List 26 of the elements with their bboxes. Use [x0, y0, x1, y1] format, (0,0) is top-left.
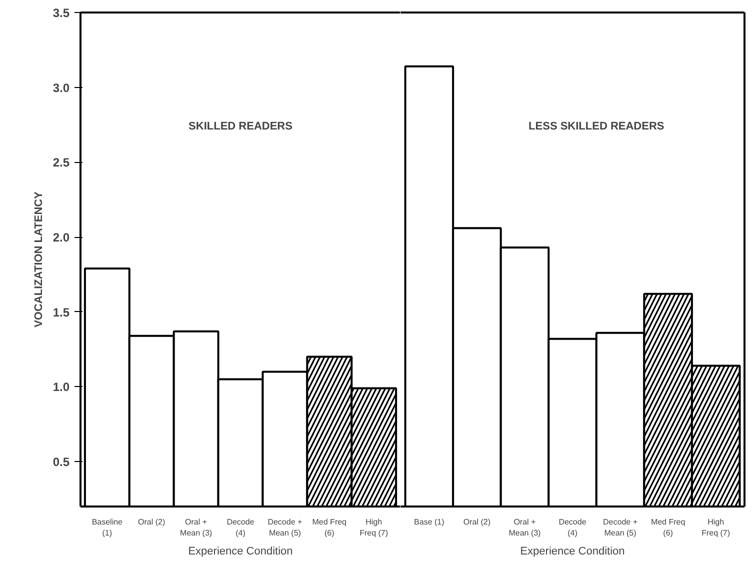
x-tick-label: Decode + Mean (5) — [603, 518, 638, 538]
text: SKILLED READERS — [188, 120, 292, 132]
y-axis-title: VOCALIZATION LATENCY — [32, 190, 45, 328]
y-tick-label: 3.5 — [52, 6, 70, 20]
y-tick-label: 2.5 — [52, 156, 70, 170]
x-tick-label: High Freq (7) — [702, 518, 730, 538]
x-tick-label: Base (1) — [414, 518, 445, 526]
x-axis-title: Experience Condition — [520, 545, 625, 558]
y-tick-label: 3.0 — [52, 80, 70, 95]
x-tick-label: Med Freq (6) — [312, 518, 347, 538]
x-tick-label: High Freq (7) — [360, 518, 388, 538]
x-tick-label: Decode + Mean (5) — [268, 518, 303, 538]
x-tick-label: Baseline (1) — [92, 518, 124, 538]
x-tick-label: Oral + Mean (3) — [180, 518, 212, 538]
x-axis-title: Experience Condition — [188, 545, 293, 558]
x-tick-label: Oral + Mean (3) — [508, 518, 542, 538]
x-tick-label: Decode (4) — [558, 518, 587, 538]
y-tick-label: 1.0 — [52, 380, 70, 394]
x-tick-label: Med Freq (6) — [650, 518, 686, 538]
x-tick-label: Oral (2) — [463, 518, 491, 526]
text: LESS SKILLED READERS — [528, 120, 664, 132]
y-tick-label: 2.0 — [52, 230, 70, 245]
y-tick-label: 0.5 — [52, 455, 70, 470]
y-tick-label: 1.5 — [52, 305, 70, 320]
x-tick-label: Decode (4) — [226, 518, 255, 538]
x-tick-label: Oral (2) — [138, 518, 166, 526]
